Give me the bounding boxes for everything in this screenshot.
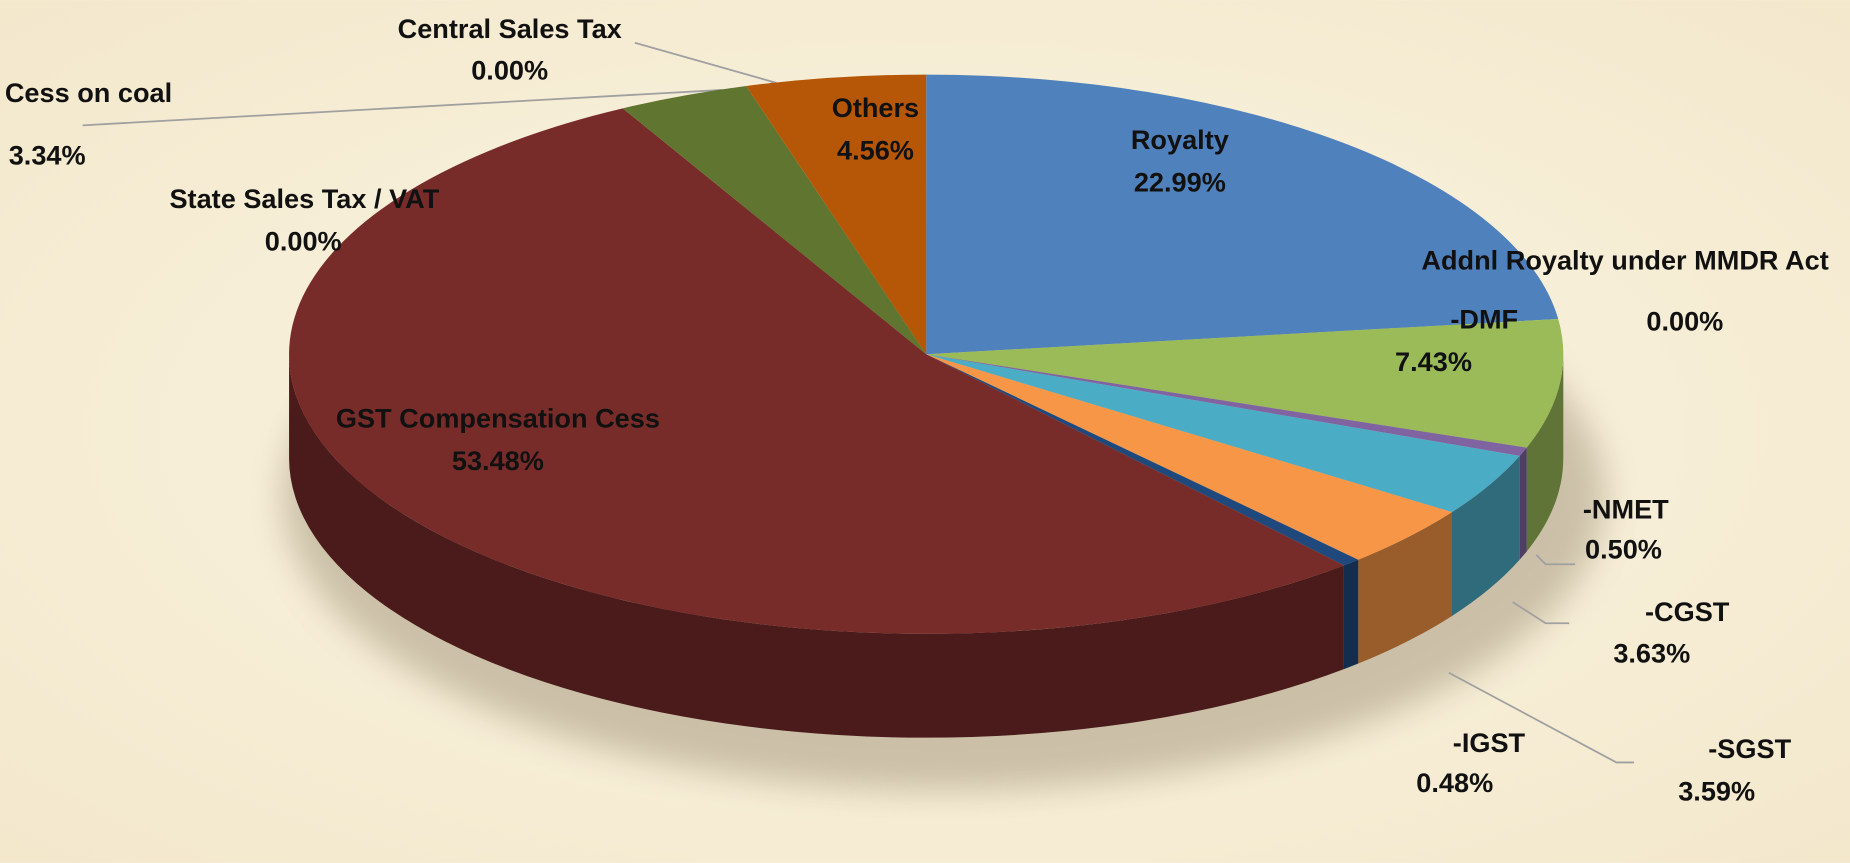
slice	[622, 85, 927, 355]
slice-value-label: 3.59%	[1678, 775, 1755, 806]
slice-sides	[289, 354, 1564, 738]
slice-value-label: 22.99%	[1134, 166, 1226, 197]
slice	[622, 108, 927, 355]
slice-side	[1358, 512, 1452, 664]
slice-side	[1519, 447, 1527, 560]
slice	[926, 318, 1564, 448]
slice-label: GST Compensation Cess	[336, 402, 660, 433]
slice-side	[1343, 559, 1359, 670]
slice-label: -NMET	[1583, 493, 1669, 524]
slice-label: Cess on coal	[5, 77, 172, 108]
slice-value-label: 0.00%	[471, 54, 548, 85]
slice-value-label: 0.00%	[1646, 306, 1723, 337]
leader-line	[1535, 554, 1576, 566]
slice-label: Others	[832, 92, 919, 123]
slice-value-label: 4.56%	[837, 135, 914, 166]
slice-label: State Sales Tax / VAT	[169, 183, 439, 214]
slice-label: Central Sales Tax	[398, 13, 622, 44]
slice	[289, 108, 1344, 634]
slice	[926, 74, 1559, 355]
slice-value-label: 0.50%	[1585, 533, 1662, 564]
slice-value-label: 3.34%	[9, 139, 86, 170]
slice-label: -SGST	[1708, 733, 1791, 764]
slice	[926, 354, 1452, 560]
leader-line	[1512, 601, 1570, 625]
slice-value-label: 7.43%	[1395, 346, 1472, 377]
slice-value-label: 53.48%	[452, 445, 544, 476]
slice-tops	[289, 74, 1564, 634]
leader-line	[634, 41, 777, 84]
slice-side	[289, 354, 1344, 738]
slice-value-label: 0.48%	[1416, 767, 1493, 798]
slice	[746, 74, 927, 355]
slice-value-label: 0.00%	[265, 225, 342, 256]
slice	[926, 354, 1520, 513]
slice	[926, 354, 1359, 566]
slice-value-label: 3.63%	[1613, 637, 1690, 668]
slice	[926, 354, 1527, 456]
leader-line	[82, 89, 723, 127]
slice-side	[1451, 455, 1520, 616]
slice-label: Royalty	[1131, 124, 1229, 155]
slice-label: -CGST	[1645, 596, 1730, 627]
slice-label: Addnl Royalty under MMDR Act	[1421, 244, 1828, 275]
leader-line	[1448, 671, 1635, 764]
slice-label: -DMF	[1450, 303, 1518, 334]
slice-side	[1526, 354, 1564, 552]
slice-label: -IGST	[1453, 727, 1526, 758]
